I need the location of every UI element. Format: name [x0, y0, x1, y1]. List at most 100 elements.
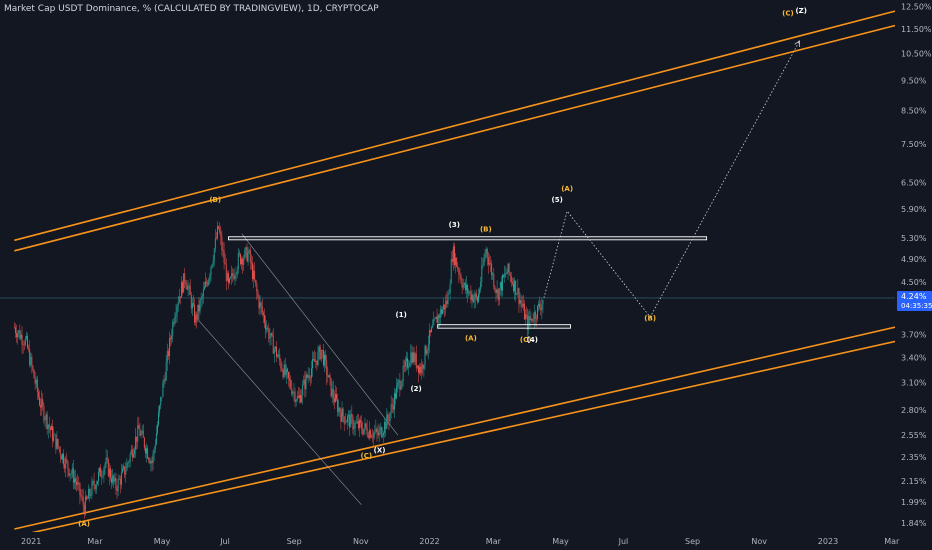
- candle-body: [392, 405, 394, 410]
- candle-body: [541, 304, 543, 310]
- candle: [367, 431, 369, 440]
- candle-body: [474, 293, 476, 299]
- candle-body: [446, 300, 448, 305]
- candle: [302, 380, 304, 405]
- candle: [169, 331, 170, 365]
- candle-body: [398, 380, 400, 383]
- candle-body: [264, 315, 265, 323]
- candle-body: [86, 496, 87, 499]
- candle: [127, 461, 129, 468]
- candle: [178, 288, 180, 304]
- plot-area: (A)(B)(C)(X)(1)(2)(3)(B)(A) (C)(4)(5)(A)(…: [0, 7, 895, 532]
- candle: [150, 458, 152, 472]
- candle: [162, 379, 164, 398]
- candle: [409, 360, 411, 367]
- candle-body: [202, 289, 204, 297]
- wave-label: (C): [361, 452, 373, 460]
- candle-body: [129, 454, 131, 462]
- candle: [212, 255, 214, 268]
- candle: [206, 277, 208, 287]
- candle-body: [141, 430, 143, 434]
- candle: [146, 443, 147, 463]
- candle-body: [309, 377, 311, 379]
- channel-line-upper-outer: [14, 10, 895, 242]
- candle-body: [416, 365, 418, 368]
- candle: [45, 411, 47, 430]
- candle: [143, 436, 145, 451]
- candle: [439, 305, 441, 326]
- candle-body: [442, 309, 443, 315]
- candle-body: [466, 284, 467, 291]
- candle-body: [122, 468, 123, 473]
- candle: [198, 297, 200, 321]
- candle: [283, 360, 285, 379]
- candle-body: [114, 478, 116, 482]
- candle: [534, 310, 536, 327]
- candle: [186, 279, 188, 290]
- candle: [125, 461, 127, 483]
- candle: [474, 291, 476, 309]
- candle: [494, 285, 496, 293]
- y-tick-label: 10.50%: [901, 49, 932, 58]
- candle-body: [200, 297, 202, 301]
- candle-body: [454, 246, 455, 265]
- y-tick-label: 4.90%: [901, 255, 927, 264]
- candle: [348, 409, 350, 426]
- candle-body: [261, 306, 263, 313]
- candle-body: [462, 284, 464, 288]
- candle: [266, 320, 268, 334]
- candle: [258, 294, 260, 315]
- candle-body: [389, 412, 391, 422]
- candle: [30, 352, 32, 368]
- candle-body: [337, 399, 339, 412]
- candle-body: [511, 281, 513, 284]
- candle: [281, 362, 283, 372]
- candle: [243, 254, 245, 272]
- candle-body: [435, 316, 437, 319]
- candle-body: [220, 232, 222, 237]
- candle: [338, 399, 340, 417]
- candle: [44, 416, 46, 427]
- candle: [495, 288, 497, 302]
- candle: [523, 299, 525, 320]
- candle: [196, 311, 198, 329]
- candle: [41, 390, 43, 416]
- candle-body: [404, 361, 406, 367]
- candle-body: [113, 475, 115, 482]
- candle: [227, 270, 229, 290]
- candle-body: [254, 270, 256, 280]
- candle-body: [351, 414, 353, 417]
- candle: [342, 407, 344, 423]
- candle-body: [410, 352, 412, 364]
- candle-body: [104, 464, 106, 469]
- candle: [129, 452, 131, 468]
- candle: [279, 348, 281, 366]
- x-tick-label: 2023: [818, 537, 838, 546]
- candle: [106, 450, 108, 464]
- candle-body: [142, 430, 144, 438]
- candle-body: [423, 364, 425, 369]
- candle: [289, 371, 291, 389]
- candle-body: [36, 379, 38, 392]
- candle-body: [540, 307, 542, 310]
- candle-body: [434, 318, 436, 320]
- candle-body: [431, 327, 433, 333]
- candle: [462, 278, 464, 290]
- candle: [156, 420, 158, 436]
- candle-body: [289, 378, 291, 381]
- candle: [433, 311, 435, 326]
- candle-body: [125, 470, 127, 475]
- candle: [83, 501, 85, 519]
- candle: [267, 325, 269, 333]
- candle-body: [89, 489, 91, 496]
- candle-body: [236, 268, 238, 275]
- candle: [224, 253, 226, 265]
- candle: [307, 366, 309, 384]
- candle-body: [497, 289, 499, 301]
- candle-body: [485, 249, 487, 254]
- zone-support: [437, 324, 571, 329]
- candle-body: [105, 457, 107, 465]
- candle-body: [186, 284, 188, 290]
